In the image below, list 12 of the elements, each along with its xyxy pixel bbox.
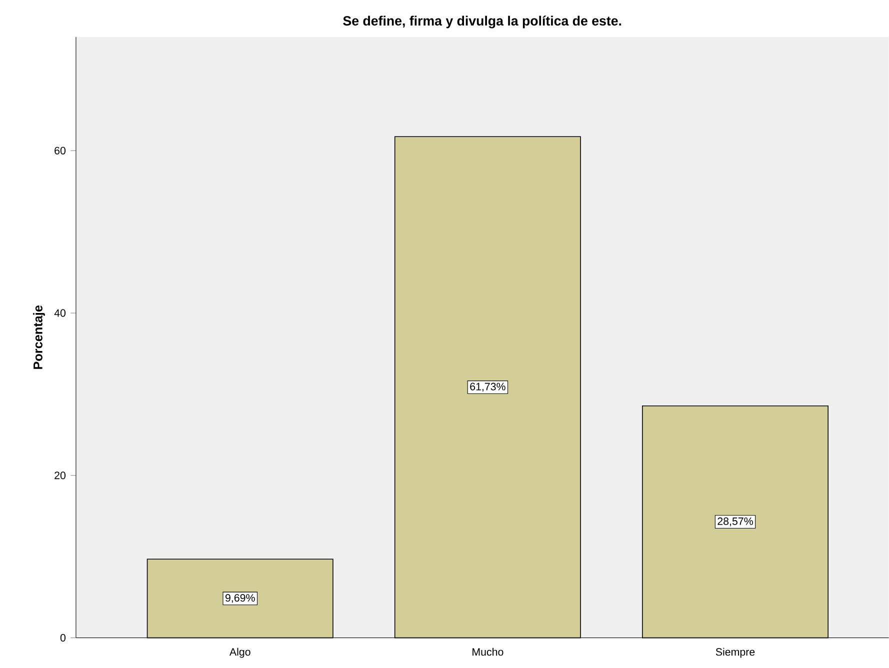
x-tick-label: Mucho: [472, 648, 504, 656]
y-tick-label: 60: [54, 146, 66, 155]
data-label: 61,73%: [470, 382, 506, 392]
x-tick-label: Siempre: [716, 648, 755, 658]
y-tick-label: 40: [54, 309, 66, 317]
data-label: 9,69%: [226, 594, 255, 603]
y-tick-label: 0: [60, 634, 66, 642]
y-tick-label: 20: [54, 472, 66, 480]
data-label: 28,57%: [718, 518, 753, 526]
chart-title: Se define, firma y divulga la política de este.: [343, 16, 622, 28]
x-tick-label: Algo: [229, 648, 250, 658]
y-axis-title: Porcentaje: [33, 306, 45, 370]
